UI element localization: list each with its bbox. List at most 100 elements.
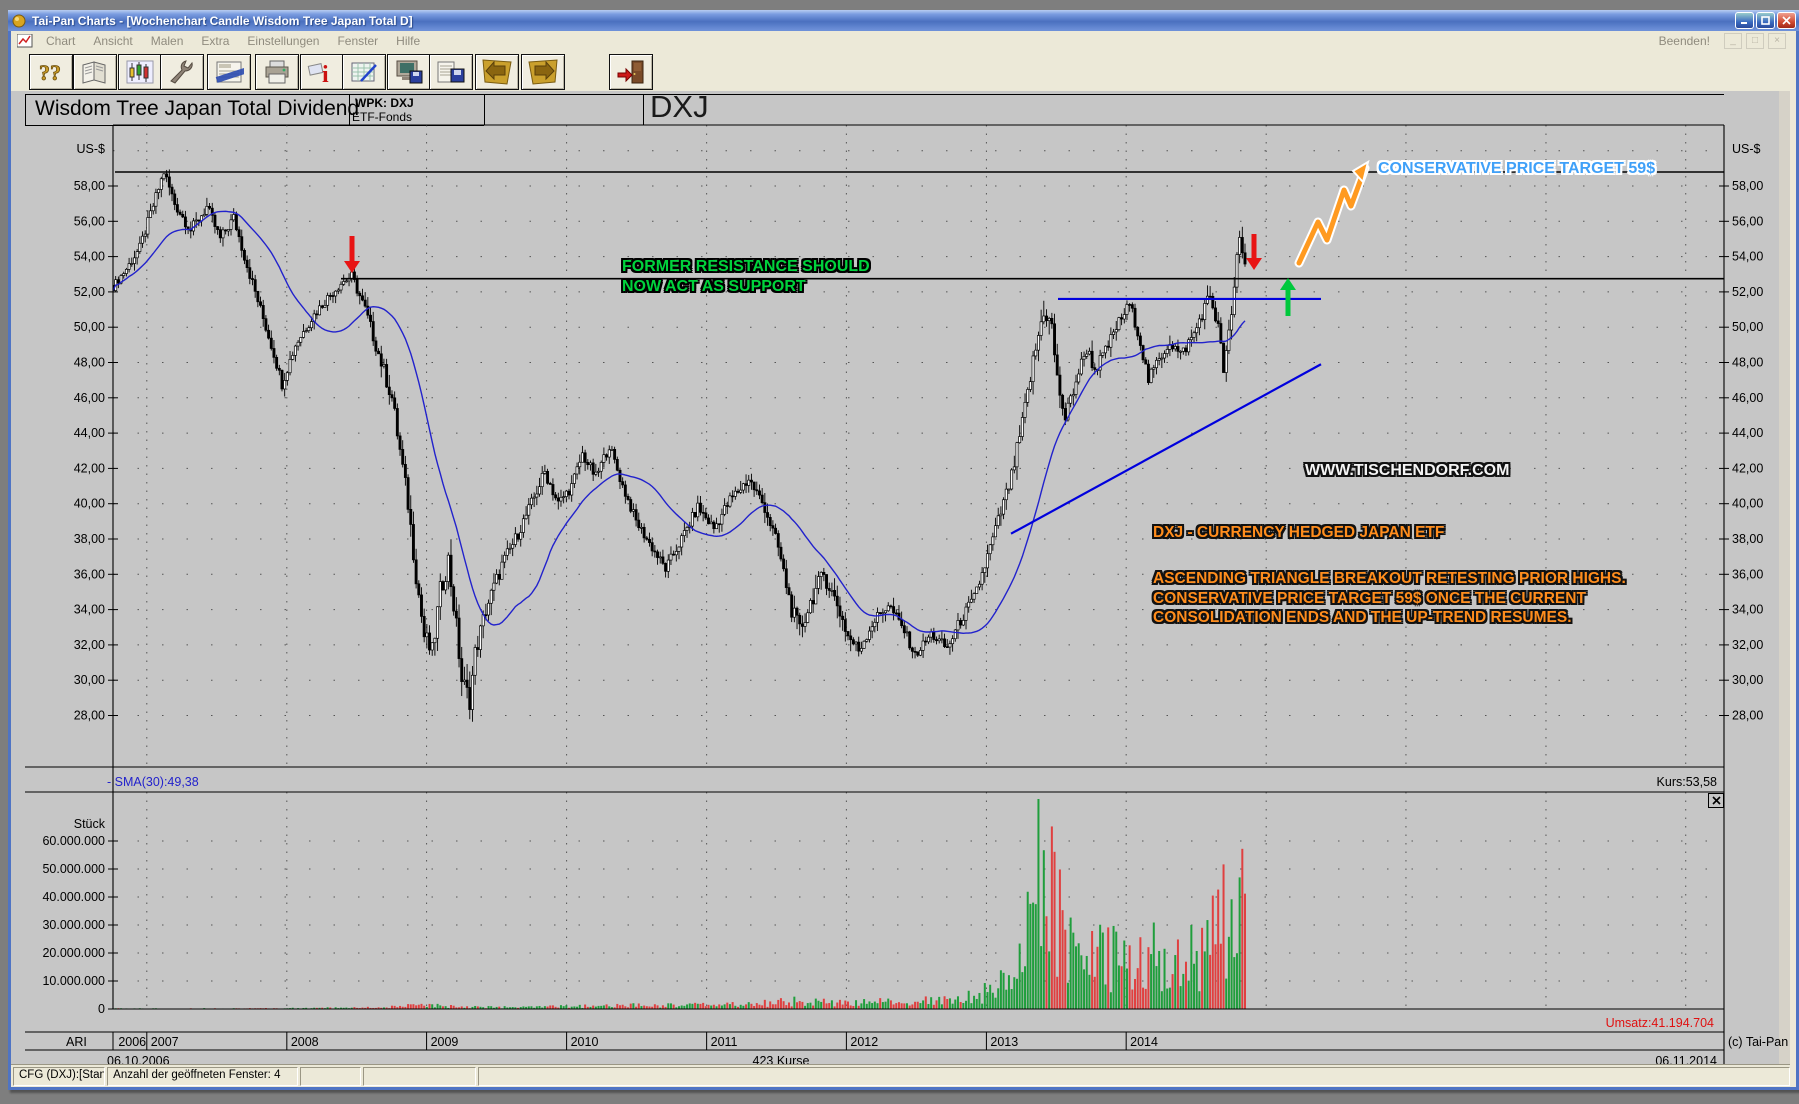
sma-value-label: - SMA(30):49,38 [107, 775, 199, 789]
minimize-button[interactable] [1735, 12, 1754, 29]
window-title: Tai-Pan Charts - [Wochenchart Candle Wis… [32, 13, 413, 28]
price-tick-right: 38,00 [1732, 532, 1763, 546]
price-tick-left: 34,00 [74, 603, 105, 617]
mdi-close-button[interactable]: × [1768, 32, 1786, 49]
annotation-paragraph: ASCENDING TRIANGLE BREAKOUT RETESTING PR… [1153, 569, 1626, 628]
volume-tick: 50.000.000 [42, 862, 105, 876]
menu-item-malen[interactable]: Malen [150, 33, 184, 48]
price-tick-right: 44,00 [1732, 426, 1763, 440]
status-cell-empty-4 [477, 1066, 1791, 1086]
volume-pane-close-button[interactable] [1708, 793, 1724, 808]
newspaper-icon [214, 59, 244, 85]
annotation-former-resistance: FORMER RESISTANCE SHOULD NOW ACT AS SUPP… [622, 257, 870, 297]
year-label: 2012 [850, 1035, 878, 1049]
red-down-arrow-2 [1246, 234, 1262, 270]
toolbar-boersen-news-button[interactable] [207, 54, 251, 90]
price-tick-right: 48,00 [1732, 356, 1763, 370]
status-cell-1: Anzahl der geöffneten Fenster: 4 [107, 1066, 299, 1086]
toolbar-back-button[interactable] [475, 54, 519, 90]
price-tick-right: 32,00 [1732, 638, 1763, 652]
status-cell-empty-3 [362, 1066, 476, 1086]
menu-item-ansicht[interactable]: Ansicht [93, 33, 133, 48]
annotation-para-line3: CONSOLIDATION ENDS AND THE UP-TREND RESU… [1153, 609, 1572, 626]
copyright-label: (c) Tai-Pan [1728, 1035, 1788, 1049]
price-tick-left: 58,00 [74, 179, 105, 193]
toolbar-settings-button[interactable] [160, 54, 204, 90]
ascending-trendline [1010, 363, 1322, 535]
wrench-icon [167, 59, 197, 85]
menu-item-extra[interactable]: Extra [201, 33, 230, 48]
price-tick-right: 36,00 [1732, 567, 1763, 581]
red-down-arrow-1 [344, 236, 360, 273]
volume-tick: 40.000.000 [42, 890, 105, 904]
volume-axis-title: Stück [74, 817, 106, 831]
price-tick-left: 54,00 [74, 250, 105, 264]
price-tick-right: 56,00 [1732, 214, 1763, 228]
year-label: 2009 [431, 1035, 459, 1049]
year-label: 2006 [118, 1035, 146, 1049]
toolbar-save-layout-button[interactable] [387, 54, 431, 90]
mdi-restore-button[interactable]: □ [1746, 32, 1764, 49]
header-top-border [25, 94, 1724, 95]
menubar: Chart Ansicht Malen Extra Einstellungen Fenst… [11, 31, 1790, 50]
price-tick-left: 48,00 [74, 356, 105, 370]
price-tick-left: 52,00 [74, 285, 105, 299]
app-icon [11, 13, 27, 29]
instrument-wpk: WPK: DXJ [355, 96, 414, 110]
price-tick-right: 34,00 [1732, 603, 1763, 617]
exit-door-icon [616, 59, 646, 85]
toolbar-print-button[interactable] [255, 54, 299, 90]
header-divider-2 [484, 94, 485, 125]
umsatz-label: Umsatz:41.194.704 [1606, 1016, 1714, 1030]
annotation-website: WWW.TISCHENDORF.COM [1305, 462, 1510, 479]
toolbar-manual-button[interactable] [73, 54, 117, 90]
menu-item-chart[interactable]: Chart [46, 33, 76, 48]
price-tick-left: 30,00 [74, 673, 105, 687]
indicator-label: ARI [66, 1035, 87, 1049]
menu-item-einstellungen[interactable]: Einstellungen [247, 33, 320, 48]
toolbar-help-button[interactable]: ?? [29, 54, 73, 90]
close-button[interactable] [1777, 12, 1796, 29]
chart-doc-icon[interactable] [17, 33, 33, 48]
header-left-border [25, 94, 26, 125]
price-axis-title-left: US-$ [77, 142, 106, 156]
menu-beenden[interactable]: Beenden! [1658, 33, 1710, 48]
info-icon: i [307, 59, 337, 85]
maximize-button[interactable] [1756, 12, 1775, 29]
help-icon: ?? [36, 59, 66, 85]
toolbar-info-button[interactable]: i [300, 54, 344, 90]
candlestick-chart[interactable]: 58,00 58,00 56,00 56,00 54,00 54,00 52,00 52,00… [11, 91, 1790, 1072]
toolbar-forward-button[interactable] [521, 54, 565, 90]
price-tick-left: 56,00 [74, 214, 105, 228]
price-tick-right: 30,00 [1732, 673, 1763, 687]
toolbar-save-quotes-button[interactable] [429, 54, 473, 90]
annotation-former-line2: NOW ACT AS SUPPORT [622, 278, 806, 295]
titlebar[interactable]: Tai-Pan Charts - [Wochenchart Candle Wis… [8, 10, 1799, 31]
kurs-label: Kurs:53,58 [1657, 775, 1718, 789]
toolbar-exit-button[interactable] [609, 54, 653, 90]
price-axis-title-right: US-$ [1732, 142, 1761, 156]
annotation-dxj-title: DXJ - CURRENCY HEDGED JAPAN ETF [1153, 524, 1445, 541]
year-label: 2011 [711, 1035, 738, 1049]
price-tick-left: 46,00 [74, 391, 105, 405]
price-tick-right: 40,00 [1732, 497, 1763, 511]
menu-item-hilfe[interactable]: Hilfe [396, 33, 421, 48]
candles [113, 169, 1247, 722]
menu-item-fenster[interactable]: Fenster [337, 33, 379, 48]
arrow-right-icon [527, 58, 559, 86]
toolbar-chart-tools-button[interactable] [118, 54, 162, 90]
volume-bars [112, 799, 1246, 1009]
arrow-left-icon [481, 58, 513, 86]
mdi-minimize-button[interactable]: _ [1724, 32, 1742, 49]
sma30-line [113, 210, 1246, 635]
volume-tick: 10.000.000 [42, 974, 105, 988]
annotation-para-line2: CONSERVATIVE PRICE TARGET 59$ ONCE THE C… [1153, 589, 1586, 607]
price-tick-left: 50,00 [74, 320, 105, 334]
toolbar-analysis-button[interactable] [342, 54, 386, 90]
instrument-type: ETF-Fonds [352, 110, 413, 124]
price-tick-right: 46,00 [1732, 391, 1763, 405]
statusbar: CFG (DXJ):[Standard]Anzahl der geöffnete… [11, 1064, 1791, 1087]
window-inner-strip [1779, 91, 1790, 1072]
app-window: Tai-Pan Charts - [Wochenchart Candle Wis… [8, 10, 1799, 1090]
